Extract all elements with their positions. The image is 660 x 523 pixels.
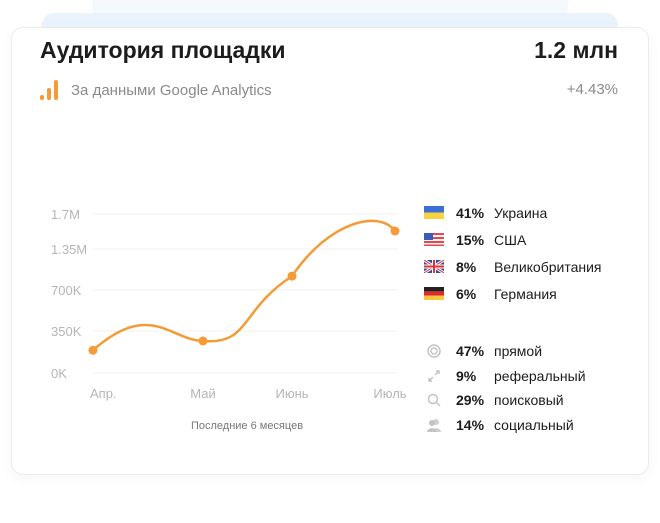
source-percent: 14% xyxy=(456,416,485,433)
source-name: прямой xyxy=(494,343,543,360)
data-point[interactable] xyxy=(287,271,297,281)
y-tick-label: 1.35M xyxy=(51,242,87,257)
card-title: Аудитория площадки xyxy=(40,37,286,63)
source-line: За данными Google Analytics xyxy=(40,80,272,100)
country-name: Украина xyxy=(494,204,548,221)
source-percent: 9% xyxy=(456,367,477,384)
source-row: 29% поисковый xyxy=(424,388,586,413)
us-flag-icon xyxy=(424,233,444,246)
data-point[interactable] xyxy=(88,345,98,355)
x-tick-label: Апр. xyxy=(90,386,117,401)
source-row: 9% реферальный xyxy=(424,364,586,389)
de-flag-icon xyxy=(424,287,444,300)
google-analytics-icon xyxy=(40,80,58,100)
search-icon xyxy=(424,394,444,407)
source-row: 47% прямой xyxy=(424,339,586,364)
change-percent: +4.43% xyxy=(566,81,618,98)
x-tick-label: Июнь xyxy=(275,386,308,401)
target-icon xyxy=(424,344,444,358)
users-icon xyxy=(424,418,444,432)
country-row: 8% Великобритания xyxy=(424,253,602,280)
country-percent: 41% xyxy=(456,204,485,221)
country-percent: 15% xyxy=(456,231,485,248)
source-name: реферальный xyxy=(494,367,586,384)
country-name: Великобритания xyxy=(494,258,602,275)
data-point[interactable] xyxy=(198,336,208,346)
source-row: 14% социальный xyxy=(424,413,586,438)
country-percent: 6% xyxy=(456,285,477,302)
source-percent: 47% xyxy=(456,343,485,360)
country-percent: 8% xyxy=(456,258,477,275)
y-tick-label: 1.7M xyxy=(51,207,80,222)
country-legend: 41% Украина 15% США 8% Великобритания 6%… xyxy=(424,199,602,307)
country-row: 6% Германия xyxy=(424,280,602,307)
x-axis-title: Последние 6 месяцев xyxy=(191,420,303,432)
traffic-source-legend: 47% прямой 9% реферальный 29% поисковый … xyxy=(424,339,586,437)
x-tick-label: Июль xyxy=(373,386,406,401)
link-arrows-icon xyxy=(424,369,444,382)
country-row: 15% США xyxy=(424,226,602,253)
total-audience: 1.2 млн xyxy=(534,37,618,63)
y-tick-label: 700K xyxy=(51,283,82,298)
x-tick-label: Май xyxy=(190,386,215,401)
country-name: США xyxy=(494,231,527,248)
source-label: За данными Google Analytics xyxy=(71,81,272,99)
source-name: социальный xyxy=(494,416,574,433)
ua-flag-icon xyxy=(424,206,444,219)
source-percent: 29% xyxy=(456,392,485,409)
series-line xyxy=(92,219,397,352)
country-row: 41% Украина xyxy=(424,199,602,226)
country-name: Германия xyxy=(494,285,557,302)
audience-card xyxy=(11,27,649,475)
gb-flag-icon xyxy=(424,260,444,273)
y-tick-label: 350K xyxy=(51,324,82,339)
source-name: поисковый xyxy=(494,392,564,409)
y-tick-label: 0K xyxy=(51,366,67,381)
data-point[interactable] xyxy=(390,226,400,236)
